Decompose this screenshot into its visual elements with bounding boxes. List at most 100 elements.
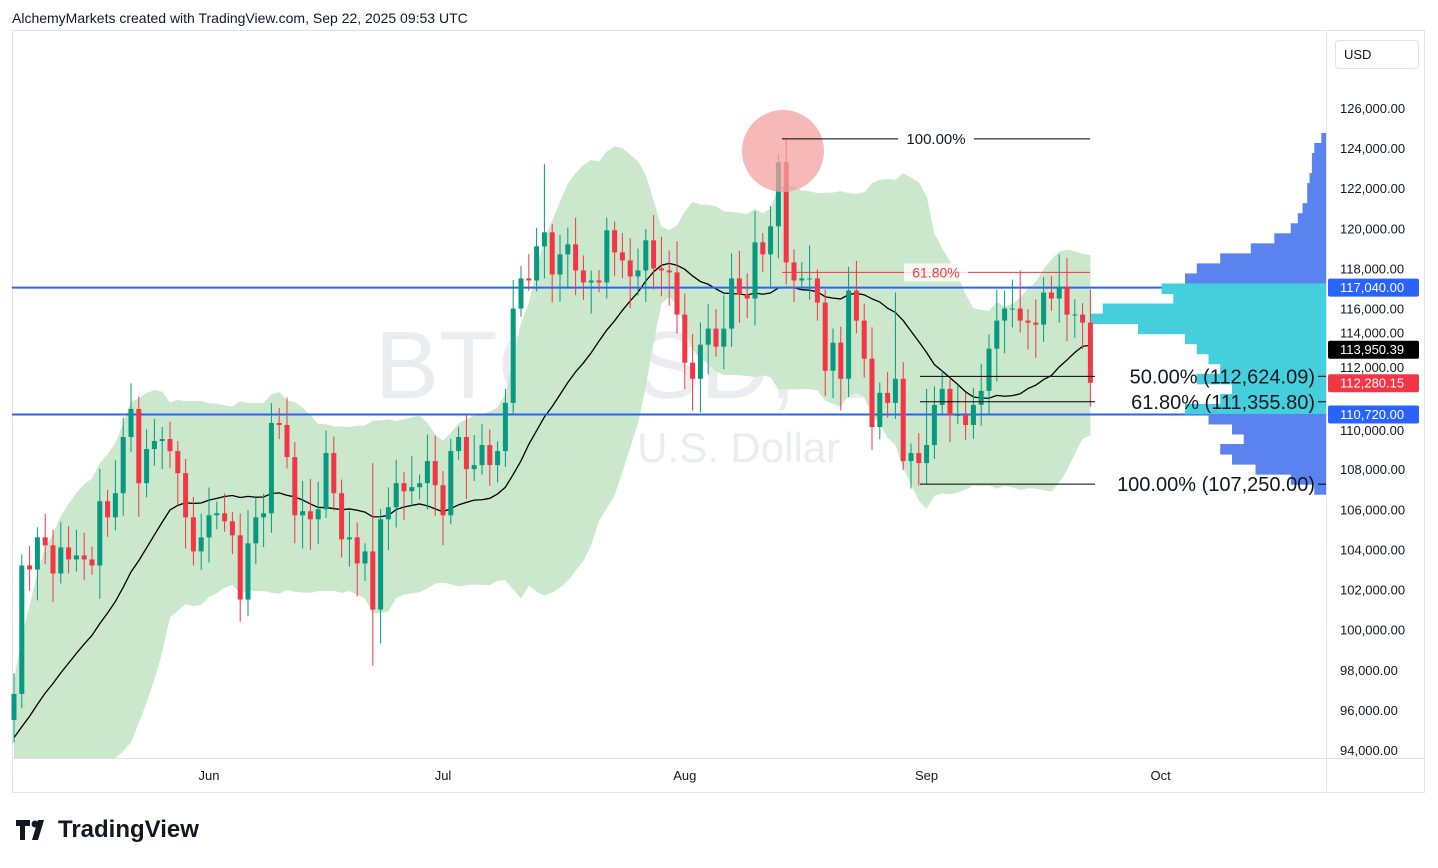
price-axis-label: 106,000.00 [1340, 502, 1405, 517]
volume-profile-bar [1255, 464, 1326, 475]
candle [604, 217, 610, 299]
candle [370, 463, 376, 666]
candle [34, 527, 40, 601]
volume-profile-bar [1185, 273, 1326, 284]
candle [300, 480, 306, 549]
volume-profile-bar [1297, 213, 1326, 224]
candle [744, 273, 750, 319]
volume-profile-bar [1307, 183, 1326, 194]
candle-body [128, 408, 134, 438]
candle [1002, 290, 1008, 354]
candle [916, 433, 922, 486]
candle [393, 459, 399, 528]
candle [573, 217, 579, 296]
candle-body [565, 244, 571, 255]
fib-label-bg [904, 263, 968, 282]
candle-body [175, 451, 181, 474]
candle-body [253, 517, 259, 544]
volume-profile-bar [1250, 243, 1326, 254]
candle [1064, 257, 1070, 342]
price-axis-label: 116,000.00 [1340, 302, 1404, 317]
candle-body [206, 515, 212, 538]
candle [908, 443, 914, 489]
candle-body [643, 240, 649, 271]
candle [643, 229, 649, 302]
candle [830, 328, 836, 399]
candle-body [885, 392, 891, 403]
candle-body [307, 511, 313, 520]
candle [323, 430, 329, 518]
candle-body [81, 555, 87, 560]
price-axis-label: 102,000.00 [1340, 583, 1405, 598]
candle [456, 426, 462, 460]
candle-body [1041, 292, 1047, 325]
volume-profile-bar [1208, 353, 1326, 365]
candle [409, 455, 415, 507]
candle-body [1009, 308, 1015, 310]
candle-body [214, 513, 220, 516]
candle [502, 388, 508, 467]
candle [534, 227, 540, 292]
candle-body [393, 483, 399, 508]
candle [580, 255, 586, 300]
volume-profile-bar [1314, 142, 1326, 154]
tradingview-logo[interactable]: TradingView [16, 816, 199, 844]
candle [105, 490, 111, 537]
candle [1080, 303, 1086, 350]
candle [651, 215, 657, 290]
candle [253, 497, 259, 565]
candle [89, 546, 95, 575]
candle-body [846, 290, 852, 379]
candle-body [931, 404, 937, 446]
time-axis-label: Oct [1150, 768, 1171, 783]
candle-body [612, 230, 618, 253]
candle [596, 270, 602, 293]
volume-profile-bar [1138, 323, 1326, 335]
candle [198, 513, 204, 570]
candle [237, 513, 243, 622]
volume-profile-bar [1185, 333, 1326, 345]
time-axis-label: Jun [199, 768, 220, 783]
candle-body [1080, 314, 1086, 323]
candle-body [892, 378, 898, 403]
candle [1072, 299, 1078, 338]
candle-body [853, 290, 859, 321]
candle [791, 249, 797, 303]
level-tag-bg [1328, 405, 1419, 424]
candle [440, 471, 446, 545]
candle [19, 554, 25, 709]
volume-profile-bar [1311, 163, 1326, 174]
candle [222, 493, 228, 532]
candle-body [237, 535, 243, 600]
candle-body [1025, 320, 1031, 323]
candle-body [1064, 286, 1070, 315]
volume-profile-bar [1290, 474, 1326, 485]
candle-body [222, 513, 228, 522]
candle [58, 522, 64, 584]
fib-lower-label: 50.00% (112,624.09) [1130, 366, 1315, 388]
candle-body [791, 262, 797, 281]
fib-label-618: 61.80% [912, 264, 959, 280]
candle-body [900, 378, 906, 462]
candle-body [1056, 286, 1062, 299]
candle [705, 304, 711, 375]
candle [846, 266, 852, 398]
candle [190, 496, 196, 566]
candle-body [510, 308, 516, 403]
candle [120, 418, 126, 516]
candle [619, 232, 625, 279]
price-axis-label: 112,000.00 [1340, 360, 1404, 375]
price-axis-label: 114,000.00 [1340, 326, 1404, 341]
volume-profile-bar [1196, 373, 1326, 385]
candle-body [300, 511, 306, 516]
candle-body [752, 242, 758, 299]
candle [721, 295, 727, 370]
candle [471, 435, 477, 481]
candle [1056, 254, 1062, 323]
candle-body [635, 270, 641, 277]
volume-profile-bar [1290, 223, 1326, 234]
volume-profile-bar [1311, 153, 1326, 164]
currency-button[interactable]: USD [1335, 40, 1419, 69]
candle-body [775, 162, 781, 227]
